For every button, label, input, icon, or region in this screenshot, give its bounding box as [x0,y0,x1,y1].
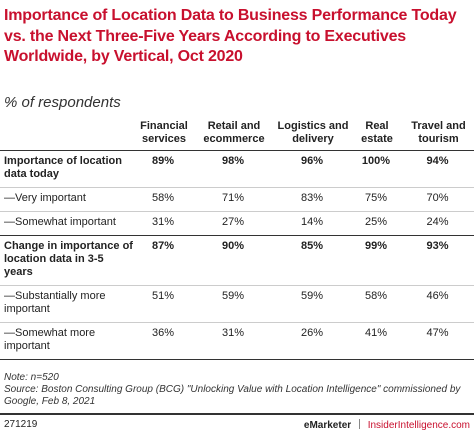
row-label: Change in importance of location data in… [0,235,135,286]
cell-value: 59% [275,285,351,323]
cell-value: 70% [403,187,474,212]
table-row: —Somewhat more important 36% 31% 26% 41% 47% [0,322,474,360]
cell-value: 94% [403,150,474,188]
cell-value: 98% [193,150,275,188]
cell-value: 41% [351,322,403,360]
cell-value: 71% [193,187,275,212]
cell-value: 100% [351,150,403,188]
cell-value: 25% [351,211,403,236]
row-label: Importance of location data today [0,150,135,188]
cell-value: 27% [193,211,275,236]
cell-value: 93% [403,235,474,286]
cell-value: 99% [351,235,403,286]
table-row: Importance of location data today 89% 98% 9… [0,150,474,188]
cell-value: 96% [275,150,351,188]
cell-value: 58% [135,187,193,212]
cell-value: 36% [135,322,193,360]
cell-value: 89% [135,150,193,188]
cell-value: 87% [135,235,193,286]
source: Source: Boston Consulting Group (BCG) "U… [4,384,461,407]
row-label: —Somewhat more important [0,322,135,360]
footer-rule [0,413,474,415]
cell-value: 26% [275,322,351,360]
cell-value: 31% [193,322,275,360]
divider [358,419,360,429]
site-name: InsiderIntelligence.com [367,420,470,431]
column-header: Logistics and delivery [275,118,351,151]
cell-value: 58% [351,285,403,323]
column-header: Financial services [135,118,193,151]
cell-value: 14% [275,211,351,236]
brand: eMarketer InsiderIntelligence.com [304,419,470,431]
cell-value: 47% [403,322,474,360]
table-row: —Substantially more important 51% 59% 59% 58… [0,285,474,323]
column-header: Travel and tourism [403,118,474,151]
cell-value: 83% [275,187,351,212]
cell-value: 51% [135,285,193,323]
cell-value: 75% [351,187,403,212]
table-row: —Somewhat important 31% 27% 14% 25% 24% [0,211,474,236]
cell-value: 85% [275,235,351,286]
chart-id: 271219 [4,419,38,430]
cell-value: 90% [193,235,275,286]
cell-value: 59% [193,285,275,323]
brand-name: eMarketer [303,420,352,431]
column-header: Retail and ecommerce [193,118,275,151]
header-row: Financial services Retail and ecommerce Lo… [0,118,474,151]
title: Importance of Location Data to Business … [4,7,457,65]
footnotes: Note: n=520 Source: Boston Consulting Gr… [4,372,470,408]
cell-value: 24% [403,211,474,236]
corner-cell [0,118,135,151]
note: Note: n=520 [4,372,59,383]
row-label: —Substantially more important [0,285,135,323]
table-row: Change in importance of location data in… [0,235,474,286]
row-label: —Very important [0,187,135,212]
cell-value: 46% [403,285,474,323]
cell-value: 31% [135,211,193,236]
table-row: —Very important 58% 71% 83% 75% 70% [0,187,474,212]
subtitle: % of respondents [4,94,121,111]
data-table: Financial services Retail and ecommerce Lo… [0,118,474,360]
column-header: Real estate [351,118,403,151]
row-label: —Somewhat important [0,211,135,236]
table-body: Importance of location data today 89% 98% 9… [0,150,474,360]
